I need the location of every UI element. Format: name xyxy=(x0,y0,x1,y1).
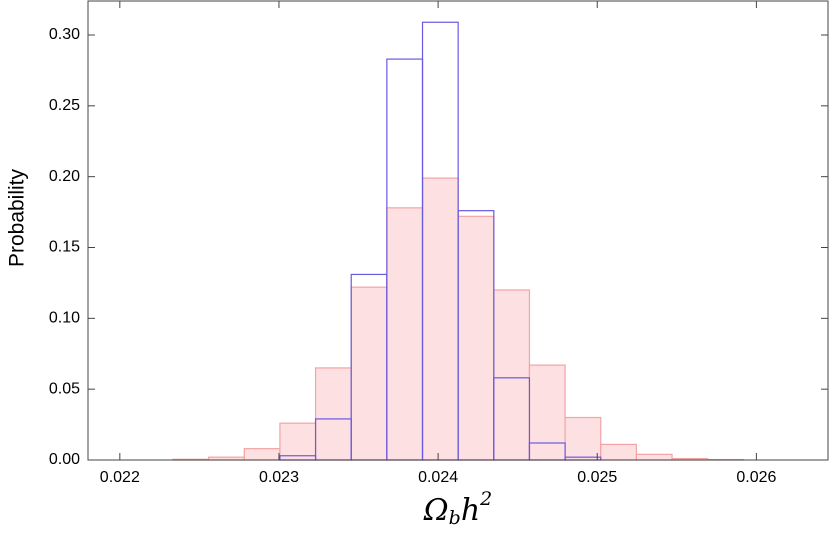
plot-frame xyxy=(87,0,829,461)
y-tick-label: 0.20 xyxy=(49,168,80,185)
y-axis-label: Probability xyxy=(6,168,29,267)
histogram-bar xyxy=(386,207,424,461)
x-tick-label: 0.023 xyxy=(259,469,299,486)
histogram-bar xyxy=(421,177,459,461)
x-label-sup: 2 xyxy=(479,488,492,510)
x-label-sub: b xyxy=(449,507,461,529)
histogram-bar xyxy=(350,286,388,461)
x-label-symbol: h xyxy=(461,493,480,528)
x-tick-label: 0.026 xyxy=(736,469,776,486)
x-tick-label: 0.025 xyxy=(577,469,617,486)
x-tick-label: 0.022 xyxy=(100,469,140,486)
histogram-bar xyxy=(528,364,566,461)
histogram-bar xyxy=(457,215,495,461)
histogram-bar xyxy=(564,416,602,461)
y-tick-label: 0.25 xyxy=(49,97,80,114)
y-tick-label: 0.30 xyxy=(49,26,80,43)
y-tick-label: 0.15 xyxy=(49,239,80,256)
y-tick-label: 0.10 xyxy=(49,310,80,327)
y-tick-label: 0.05 xyxy=(49,380,80,397)
histogram-bar xyxy=(279,422,317,461)
x-tick-label: 0.024 xyxy=(418,469,458,486)
histogram-bar xyxy=(493,289,531,461)
x-label-symbol: Ω xyxy=(423,493,449,528)
histogram-bar xyxy=(314,367,352,461)
histogram-bar xyxy=(600,443,637,461)
histogram-bar xyxy=(635,453,673,461)
y-tick-label: 0.00 xyxy=(49,451,80,468)
x-axis-label: Ωbh2 xyxy=(423,488,492,529)
histogram-bar xyxy=(243,448,281,461)
